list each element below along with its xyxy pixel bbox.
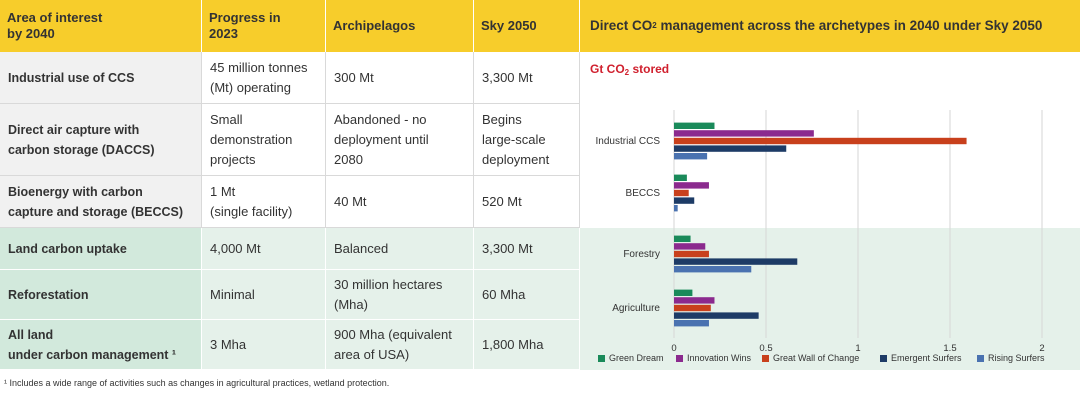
archipelagos-cell: 40 Mt [326, 176, 474, 227]
column-header-progress: Progress in 2023 [202, 0, 326, 52]
legend-swatch [676, 355, 683, 362]
bar [674, 320, 709, 327]
bar [674, 266, 752, 273]
bar-chart: 0 0.5 1 1.5 2 Industrial CCS BECCS Forestry Agri… [596, 110, 1045, 363]
bar [674, 174, 687, 181]
legend-label: Innovation Wins [687, 353, 752, 363]
sky2050-cell: 3,300 Mt [474, 52, 580, 103]
row-label: All land under carbon management ¹ [0, 320, 202, 369]
column-header-area: Area of interest by 2040 [0, 0, 202, 52]
bar [674, 258, 798, 265]
legend-label: Emergent Surfers [891, 353, 962, 363]
bar [674, 312, 759, 319]
category-label: Agriculture [612, 303, 660, 314]
archipelagos-cell: Abandoned - no deployment until 2080 [326, 104, 474, 175]
sky2050-cell: 60 Mha [474, 270, 580, 319]
sky2050-cell: 520 Mt [474, 176, 580, 227]
bar [674, 205, 678, 212]
row-label: Direct air capture with carbon storage (… [0, 104, 202, 175]
x-tick-label: 2 [1039, 343, 1044, 354]
chart-panel-bottom [580, 228, 1080, 370]
row-label: Land carbon uptake [0, 228, 202, 269]
progress-cell: 45 million tonnes (Mt) operating [202, 52, 326, 103]
legend-label: Green Dream [609, 353, 664, 363]
x-tick-label: 1 [855, 343, 860, 354]
progress-cell: 3 Mha [202, 320, 326, 369]
archipelagos-cell: 300 Mt [326, 52, 474, 103]
table-row: All land under carbon management ¹ 3 Mha… [0, 320, 580, 370]
category-label: Forestry [623, 249, 660, 260]
sky2050-cell: 3,300 Mt [474, 228, 580, 269]
legend-swatch [762, 355, 769, 362]
progress-cell: 4,000 Mt [202, 228, 326, 269]
x-tick-label: 0 [671, 343, 676, 354]
archipelagos-cell: 900 Mha (equivalent area of USA) [326, 320, 474, 369]
bar [674, 297, 715, 304]
bar [674, 182, 709, 189]
sky2050-cell: 1,800 Mha [474, 320, 580, 369]
category-label: BECCS [626, 188, 661, 199]
table-row: Bioenergy with carbon capture and storag… [0, 176, 580, 228]
row-label: Reforestation [0, 270, 202, 319]
bar [674, 243, 706, 250]
table-row: Reforestation Minimal 30 million hectare… [0, 270, 580, 320]
x-tick-label: 1.5 [943, 343, 956, 354]
progress-cell: 1 Mt (single facility) [202, 176, 326, 227]
legend-label: Rising Surfers [988, 353, 1045, 363]
table-row: Direct air capture with carbon storage (… [0, 104, 580, 176]
category-label: Industrial CCS [596, 136, 661, 147]
progress-cell: Small demonstration projects [202, 104, 326, 175]
archipelagos-cell: Balanced [326, 228, 474, 269]
bar [674, 250, 709, 258]
chart-title: Direct CO 2 management across the archety… [590, 18, 1043, 33]
legend-label: Great Wall of Change [773, 353, 859, 363]
footnote: ¹ Includes a wide range of activities su… [4, 378, 390, 388]
bar [674, 137, 967, 145]
x-tick-label: 0.5 [759, 343, 772, 354]
row-label: Bioenergy with carbon capture and storag… [0, 176, 202, 227]
bar [674, 289, 693, 296]
chart-unit-label: Gt CO2 stored [590, 62, 670, 77]
bar [674, 153, 708, 160]
bar [674, 145, 787, 152]
bar [674, 122, 715, 129]
bar [674, 130, 814, 137]
legend-swatch [880, 355, 887, 362]
column-header-sky-2050: Sky 2050 [474, 0, 580, 52]
bar [674, 304, 711, 312]
bar [674, 189, 689, 197]
row-label: Industrial use of CCS [0, 52, 202, 103]
progress-cell: Minimal [202, 270, 326, 319]
legend-swatch [598, 355, 605, 362]
bar [674, 197, 695, 204]
table-row: Industrial use of CCS 45 million tonnes … [0, 52, 580, 104]
header-band: Area of interest by 2040 Progress in 202… [0, 0, 1080, 52]
legend-swatch [977, 355, 984, 362]
table-row: Land carbon uptake 4,000 Mt Balanced 3,3… [0, 228, 580, 270]
archipelagos-cell: 30 million hectares (Mha) [326, 270, 474, 319]
column-header-archipelagos: Archipelagos [326, 0, 474, 52]
sky2050-cell: Begins large-scale deployment [474, 104, 580, 175]
bar [674, 235, 691, 242]
